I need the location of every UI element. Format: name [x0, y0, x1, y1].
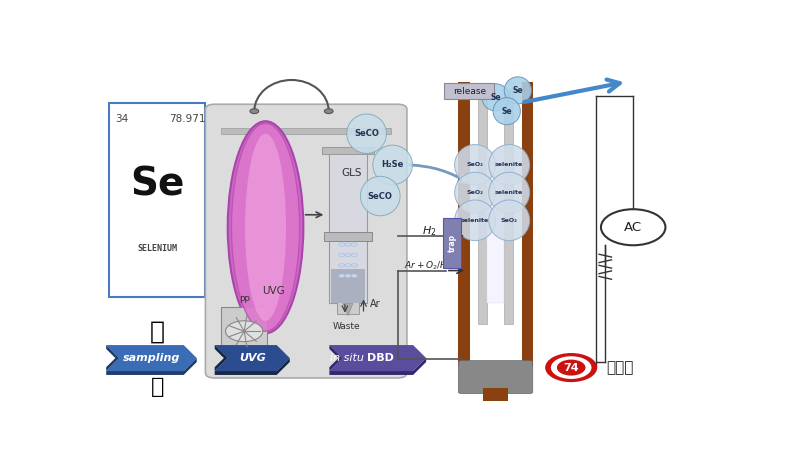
Text: AC: AC [624, 221, 642, 234]
Text: Se: Se [490, 93, 501, 102]
Polygon shape [214, 345, 290, 371]
Circle shape [345, 264, 351, 267]
Text: DBD: DBD [367, 353, 394, 363]
Text: 78.971: 78.971 [170, 113, 206, 124]
Polygon shape [330, 345, 426, 371]
Circle shape [551, 356, 591, 379]
Circle shape [351, 243, 358, 246]
Text: Waste: Waste [333, 323, 360, 332]
FancyBboxPatch shape [478, 89, 487, 324]
Ellipse shape [489, 200, 530, 241]
Circle shape [226, 321, 262, 342]
Text: Ar: Ar [370, 299, 380, 309]
Circle shape [351, 274, 358, 278]
Polygon shape [330, 358, 426, 375]
Ellipse shape [454, 200, 495, 241]
Text: selenite: selenite [495, 162, 523, 167]
Text: release: release [453, 86, 486, 95]
Text: $Ar+O_2/H_2$: $Ar+O_2/H_2$ [404, 260, 452, 272]
Text: 74: 74 [563, 363, 579, 373]
FancyBboxPatch shape [221, 129, 391, 134]
Ellipse shape [454, 144, 495, 185]
Polygon shape [106, 345, 197, 371]
Circle shape [545, 353, 598, 382]
FancyBboxPatch shape [522, 82, 533, 366]
Text: SeCO: SeCO [354, 129, 379, 138]
Ellipse shape [361, 176, 400, 216]
Text: SeO₂: SeO₂ [501, 218, 518, 223]
Polygon shape [106, 358, 197, 375]
Text: Se: Se [513, 86, 523, 95]
Circle shape [250, 109, 258, 113]
Circle shape [338, 243, 345, 246]
Circle shape [351, 253, 358, 256]
Circle shape [338, 253, 345, 256]
FancyBboxPatch shape [206, 104, 407, 378]
Text: Se: Se [130, 165, 185, 203]
Ellipse shape [482, 84, 510, 111]
Circle shape [338, 264, 345, 267]
Circle shape [351, 264, 358, 267]
Text: sampling: sampling [123, 353, 180, 363]
Polygon shape [214, 358, 290, 375]
Ellipse shape [346, 114, 386, 153]
Text: PP: PP [238, 297, 250, 306]
FancyBboxPatch shape [221, 307, 267, 356]
FancyBboxPatch shape [458, 360, 533, 394]
Text: SELENIUM: SELENIUM [138, 243, 178, 252]
Ellipse shape [231, 123, 300, 331]
Circle shape [324, 109, 333, 113]
FancyBboxPatch shape [337, 302, 359, 314]
FancyBboxPatch shape [443, 218, 461, 268]
Ellipse shape [493, 98, 520, 125]
Ellipse shape [454, 172, 495, 213]
Text: 中商网: 中商网 [606, 360, 634, 375]
Text: selenite: selenite [461, 218, 490, 223]
Text: UVG: UVG [239, 353, 266, 363]
Circle shape [557, 360, 586, 376]
Ellipse shape [489, 172, 530, 213]
FancyBboxPatch shape [487, 151, 504, 303]
Text: in situ: in situ [330, 353, 367, 363]
Text: 💧: 💧 [150, 319, 165, 343]
Text: H₂Se: H₂Se [382, 160, 404, 169]
Polygon shape [330, 345, 342, 371]
Text: SeCO: SeCO [368, 192, 393, 201]
Circle shape [345, 243, 351, 246]
Text: UVG: UVG [262, 286, 285, 296]
Ellipse shape [228, 121, 303, 333]
Text: SeO₂: SeO₂ [466, 162, 483, 167]
FancyBboxPatch shape [444, 83, 494, 99]
Text: selenite: selenite [495, 190, 523, 195]
Polygon shape [343, 303, 353, 315]
Ellipse shape [245, 134, 286, 321]
Ellipse shape [504, 77, 531, 104]
Text: Se: Se [502, 107, 512, 116]
FancyBboxPatch shape [483, 388, 508, 418]
Text: SeO₂: SeO₂ [466, 190, 483, 195]
FancyBboxPatch shape [458, 82, 470, 366]
Ellipse shape [373, 145, 413, 184]
Text: 34: 34 [115, 113, 129, 124]
FancyBboxPatch shape [331, 269, 365, 303]
FancyBboxPatch shape [110, 103, 206, 297]
Polygon shape [214, 345, 228, 371]
Text: GLS: GLS [342, 168, 362, 178]
Text: 🌱: 🌱 [150, 377, 164, 396]
Circle shape [345, 253, 351, 256]
Polygon shape [106, 345, 119, 371]
FancyBboxPatch shape [322, 147, 374, 154]
Circle shape [345, 274, 351, 278]
Ellipse shape [489, 144, 530, 185]
Text: $H_2$: $H_2$ [422, 224, 437, 238]
Text: trap: trap [448, 234, 457, 252]
FancyBboxPatch shape [324, 233, 372, 241]
FancyBboxPatch shape [330, 151, 366, 303]
Circle shape [338, 274, 345, 278]
FancyBboxPatch shape [504, 89, 513, 324]
Circle shape [601, 209, 666, 245]
